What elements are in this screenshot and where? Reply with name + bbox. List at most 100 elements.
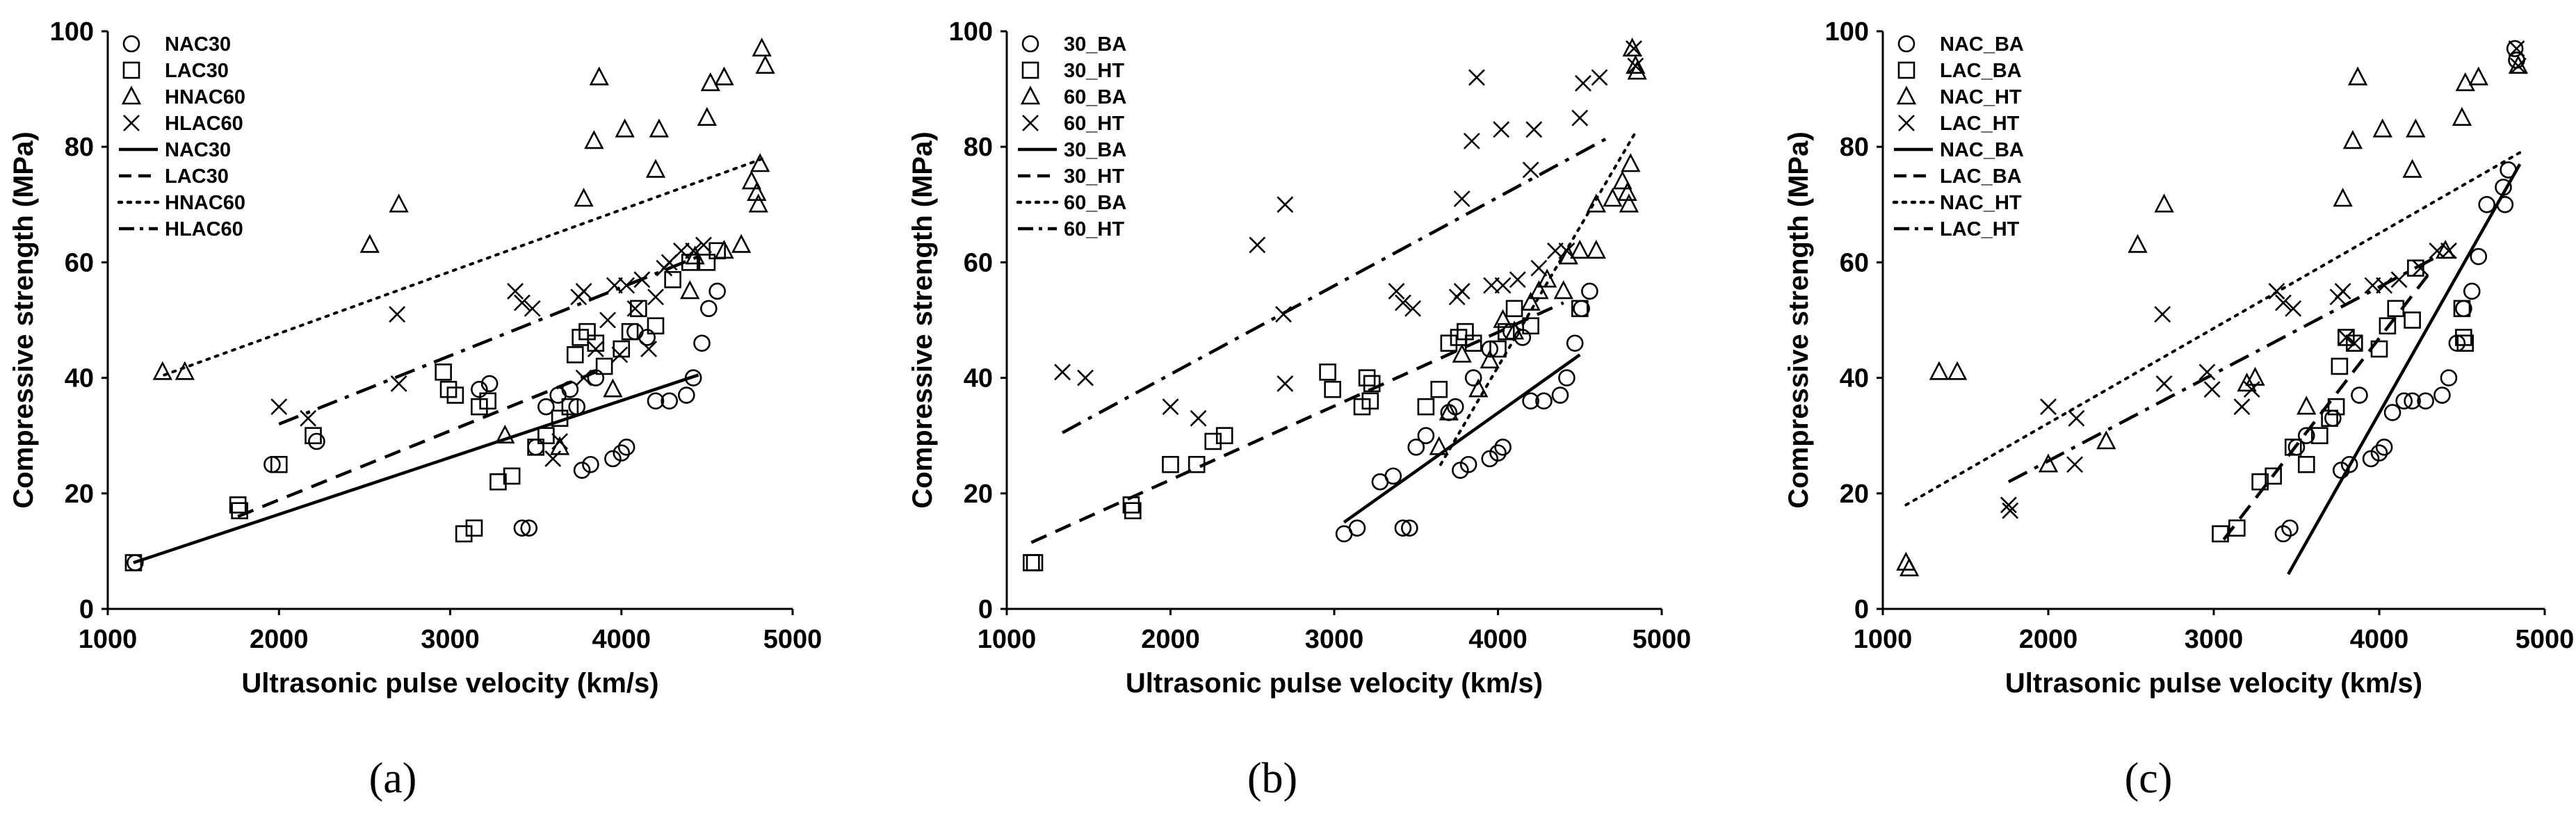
data-point	[2327, 398, 2345, 416]
data-point	[615, 118, 635, 138]
trendline-nac-ht	[1904, 151, 2522, 507]
x-tick-label: 3000	[421, 625, 480, 654]
data-point	[389, 306, 406, 323]
data-point	[1603, 188, 1623, 207]
data-point	[300, 409, 317, 427]
data-point	[633, 271, 651, 288]
legend-label: 30_HT	[1064, 165, 1124, 188]
data-point	[2198, 364, 2216, 381]
data-point	[2251, 473, 2269, 491]
data-point	[1571, 109, 1589, 127]
data-point	[685, 242, 702, 259]
data-point	[698, 254, 716, 271]
data-point	[2463, 282, 2481, 300]
legend-label: LAC_HT	[1940, 218, 2020, 241]
x-tick-label: 5000	[2516, 625, 2575, 654]
y-tick-label: 100	[949, 17, 993, 47]
data-point	[1558, 242, 1575, 259]
data-point	[1162, 455, 1179, 473]
data-point	[599, 311, 616, 329]
data-point	[1566, 334, 1584, 352]
data-point	[741, 170, 762, 190]
y-tick-label: 100	[50, 17, 94, 47]
data-point	[750, 153, 770, 172]
data-point	[2284, 439, 2302, 456]
data-point	[748, 193, 768, 213]
data-point	[2268, 283, 2285, 300]
data-point	[1621, 153, 1641, 172]
data-point	[2002, 502, 2019, 519]
y-tick-label: 60	[1840, 248, 1869, 277]
data-point	[489, 473, 507, 491]
series-lac-ba	[2212, 259, 2474, 543]
data-point	[697, 106, 718, 126]
data-point	[1358, 369, 1376, 386]
data-point	[1947, 361, 1968, 380]
legend-label: NAC_HT	[1940, 192, 2022, 214]
data-point	[1319, 363, 1336, 381]
data-point	[1417, 427, 1435, 445]
data-point	[1521, 291, 1541, 311]
data-point	[124, 554, 143, 571]
data-point	[2275, 294, 2292, 311]
data-point	[630, 300, 647, 318]
data-point	[618, 277, 635, 294]
data-point	[575, 369, 592, 386]
data-point	[1450, 329, 1468, 346]
data-point	[2440, 242, 2457, 259]
legend-label: NAC30	[165, 139, 231, 161]
data-point	[1522, 317, 1539, 335]
data-point	[1586, 193, 1606, 213]
data-point	[270, 398, 288, 416]
data-point	[270, 455, 288, 473]
data-point	[1122, 496, 1140, 514]
y-axis-title: Compressive strength (MPa)	[1783, 131, 1814, 508]
data-point	[752, 38, 772, 57]
data-point	[673, 242, 690, 259]
data-point	[2364, 277, 2381, 294]
series-nac30	[127, 282, 726, 571]
data-point	[561, 398, 579, 416]
data-point	[1452, 343, 1472, 363]
data-point	[693, 334, 711, 352]
y-tick-label: 80	[964, 133, 993, 162]
legend-marker	[1022, 115, 1039, 131]
data-point	[589, 66, 609, 85]
data-point	[2281, 519, 2299, 537]
data-point	[1404, 300, 1421, 317]
legend-label: LAC_BA	[1940, 60, 2022, 82]
legend-label: NAC_HT	[1940, 86, 2022, 108]
data-point	[678, 386, 695, 404]
panel-label: (b)	[1247, 755, 1297, 802]
data-point	[1430, 380, 1448, 398]
data-point	[513, 519, 531, 537]
data-point	[1468, 378, 1489, 398]
data-point	[2468, 66, 2488, 85]
data-point	[2228, 519, 2246, 537]
data-point	[1453, 190, 1471, 207]
data-point	[1384, 467, 1402, 485]
data-point	[231, 502, 248, 520]
data-point	[2334, 283, 2351, 300]
data-point	[2038, 453, 2059, 473]
data-point	[175, 361, 195, 380]
data-point	[507, 283, 524, 300]
y-axis-title: Compressive strength (MPa)	[8, 131, 39, 508]
data-point	[1348, 519, 1366, 537]
data-point	[1626, 40, 1642, 57]
data-point	[613, 340, 631, 358]
data-point	[2265, 467, 2282, 485]
data-point	[1899, 557, 1920, 577]
data-point	[1190, 409, 1207, 427]
data-point	[2203, 381, 2221, 398]
y-tick-label: 40	[65, 364, 94, 393]
trendline-60-ht	[1061, 133, 1614, 434]
legend-marker	[1897, 35, 1915, 53]
data-point	[2068, 409, 2085, 427]
legend-label: 30_BA	[1064, 139, 1126, 161]
x-axis-title: Ultrasonic pulse velocity (km/s)	[1126, 668, 1543, 699]
legend-label: HLAC60	[165, 113, 243, 135]
data-point	[649, 118, 670, 138]
legend-marker	[1021, 35, 1039, 53]
chart-panel-a: 0 20 40 60 80 100 1000 2000 3000 4000 5000 Ultrason…	[8, 17, 822, 802]
